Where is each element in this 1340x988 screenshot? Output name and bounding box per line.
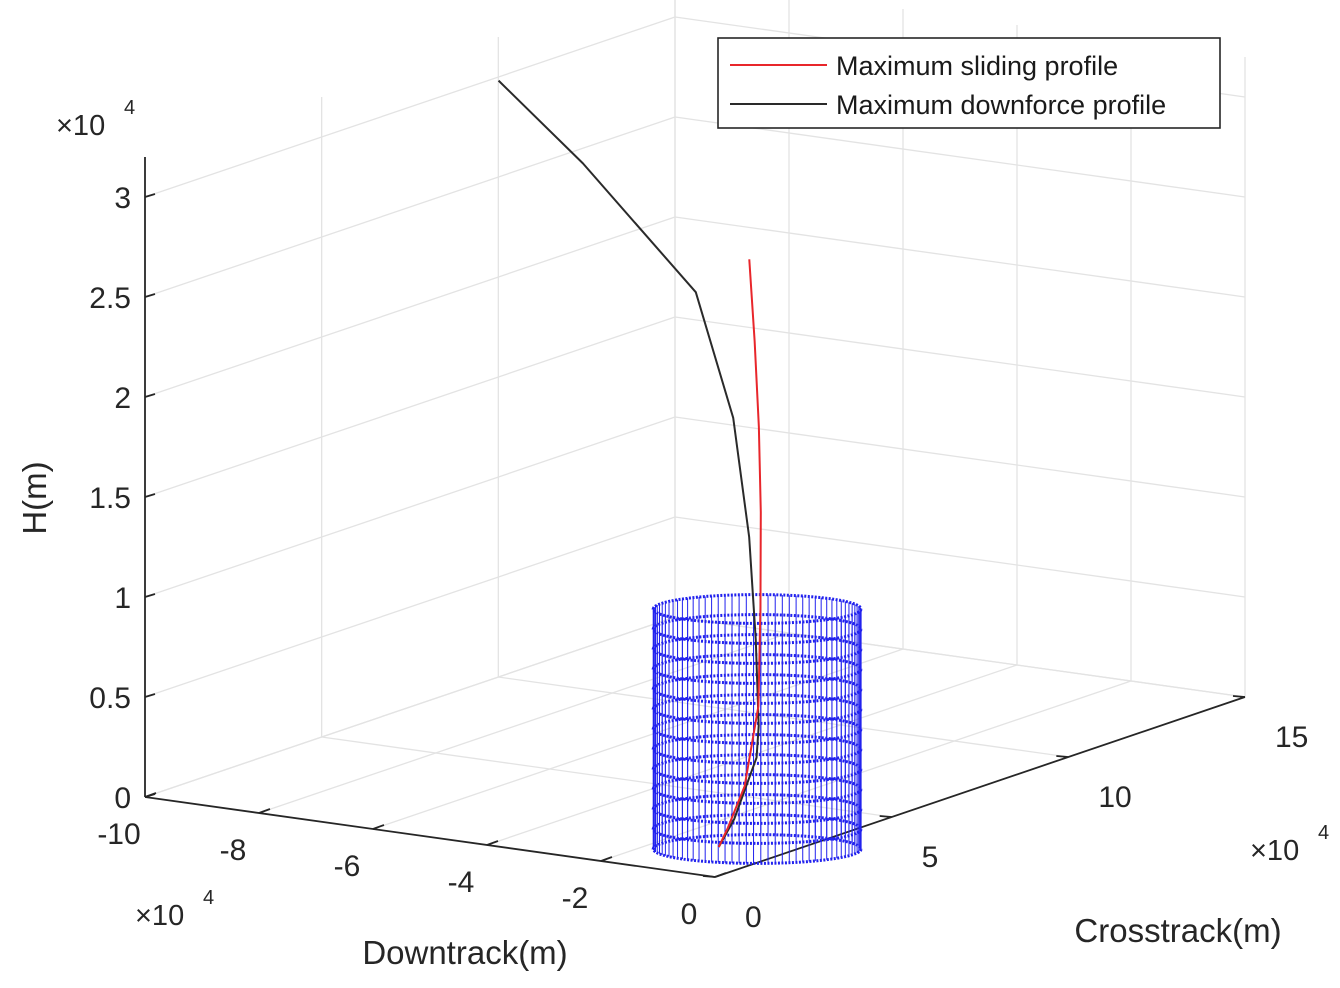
x-tick <box>714 872 727 878</box>
target-cylinder <box>651 593 863 865</box>
cylinder-ring <box>651 753 863 785</box>
y-tick-label: 0 <box>745 901 762 934</box>
grid-backwall-z <box>674 616 1246 698</box>
cylinder-ring <box>651 613 863 645</box>
y-axis-label: Crosstrack(m) <box>1074 912 1281 949</box>
x-tick <box>486 840 499 846</box>
grid-lines <box>144 0 1246 878</box>
x-axis-line <box>144 796 716 878</box>
grid-floor-x <box>372 648 904 830</box>
grid-floor-y <box>498 676 1069 758</box>
legend-box <box>717 37 1221 129</box>
grid-backwall-z <box>674 116 1246 198</box>
series-line-sliding <box>717 259 762 848</box>
x-tick-label: 0 <box>681 898 698 931</box>
axis-lines <box>144 157 1246 878</box>
grid-floor-x <box>258 632 790 814</box>
series-lines <box>497 79 762 848</box>
z-tick <box>144 393 156 398</box>
y-tick <box>702 875 716 878</box>
z-tick <box>144 193 156 198</box>
y-tick <box>879 815 892 818</box>
z-tick-label: 2.5 <box>89 282 131 315</box>
z-exponent: ×10 4 <box>56 97 135 142</box>
x-tick-label: -2 <box>562 882 589 915</box>
grid-backwall-z <box>674 316 1246 398</box>
y-axis-line <box>714 696 1246 878</box>
cylinder-ring <box>651 833 863 865</box>
cylinder-ring <box>651 653 863 685</box>
z-tick-label: 1 <box>114 582 131 615</box>
grid-leftwall-z <box>144 516 676 698</box>
grid-leftwall-z <box>144 116 676 298</box>
y-exponent-base: ×10 <box>1250 835 1299 867</box>
y-tick <box>1232 695 1246 698</box>
z-tick-label: 2 <box>114 382 131 415</box>
x-tick-label: -4 <box>448 866 475 899</box>
z-tick-label: 0.5 <box>89 682 131 715</box>
grid-leftwall-z <box>144 216 676 398</box>
grid-floor-x <box>600 680 1132 862</box>
cylinder-ring <box>651 633 863 665</box>
legend: Maximum sliding profile Maximum downforc… <box>717 37 1221 129</box>
cylinder-ring <box>651 693 863 725</box>
z-tick <box>144 293 156 298</box>
cylinder-ring <box>651 713 863 745</box>
series-line-downforce <box>497 79 760 848</box>
y-tick-label: 15 <box>1275 721 1308 754</box>
grid-backwall-z <box>674 516 1246 598</box>
cylinder-ring <box>651 673 863 705</box>
z-tick <box>144 693 156 698</box>
y-exponent-power: 4 <box>1318 822 1329 844</box>
tick-labels: 0 0.5 1 1.5 2 2.5 3 -10 -8 -6 -4 -2 0 0 5 10 15 <box>89 182 1308 934</box>
cylinder-ring <box>651 793 863 825</box>
grid-backwall-z <box>674 416 1246 498</box>
z-tick-label: 3 <box>114 182 131 215</box>
legend-label-downforce: Maximum downforce profile <box>836 90 1166 120</box>
z-exponent-power: 4 <box>124 97 135 119</box>
grid-leftwall-z <box>144 416 676 598</box>
x-tick-label: -10 <box>97 818 140 851</box>
x-tick <box>600 856 613 862</box>
grid-leftwall-z <box>144 16 676 198</box>
cylinder-ring <box>651 773 863 805</box>
x-tick <box>372 824 385 830</box>
cylinder-ring <box>651 733 863 765</box>
x-tick-label: -8 <box>220 834 247 867</box>
cylinder-ring <box>651 593 863 625</box>
x-exponent-base: ×10 <box>135 900 184 932</box>
legend-label-sliding: Maximum sliding profile <box>836 51 1118 81</box>
y-tick-label: 5 <box>922 841 939 874</box>
z-tick-label: 0 <box>114 782 131 815</box>
y-tick <box>1056 755 1069 758</box>
z-tick <box>144 493 156 498</box>
cylinder-ring <box>651 813 863 845</box>
x-axis-label: Downtrack(m) <box>362 934 567 971</box>
x-exponent-power: 4 <box>203 887 214 909</box>
z-tick <box>144 593 156 598</box>
z-exponent-base: ×10 <box>56 110 105 142</box>
y-exponent: ×10 4 <box>1250 822 1329 867</box>
x-tick-label: -6 <box>334 850 361 883</box>
z-axis-label: H(m) <box>16 461 53 534</box>
y-tick-label: 10 <box>1098 781 1131 814</box>
grid-leftwall-z <box>144 616 676 798</box>
grid-backwall-z <box>674 216 1246 298</box>
x-tick <box>258 808 271 814</box>
x-exponent: ×10 4 <box>135 887 214 932</box>
grid-leftwall-z <box>144 316 676 498</box>
x-tick <box>144 792 157 798</box>
z-tick-label: 1.5 <box>89 482 131 515</box>
